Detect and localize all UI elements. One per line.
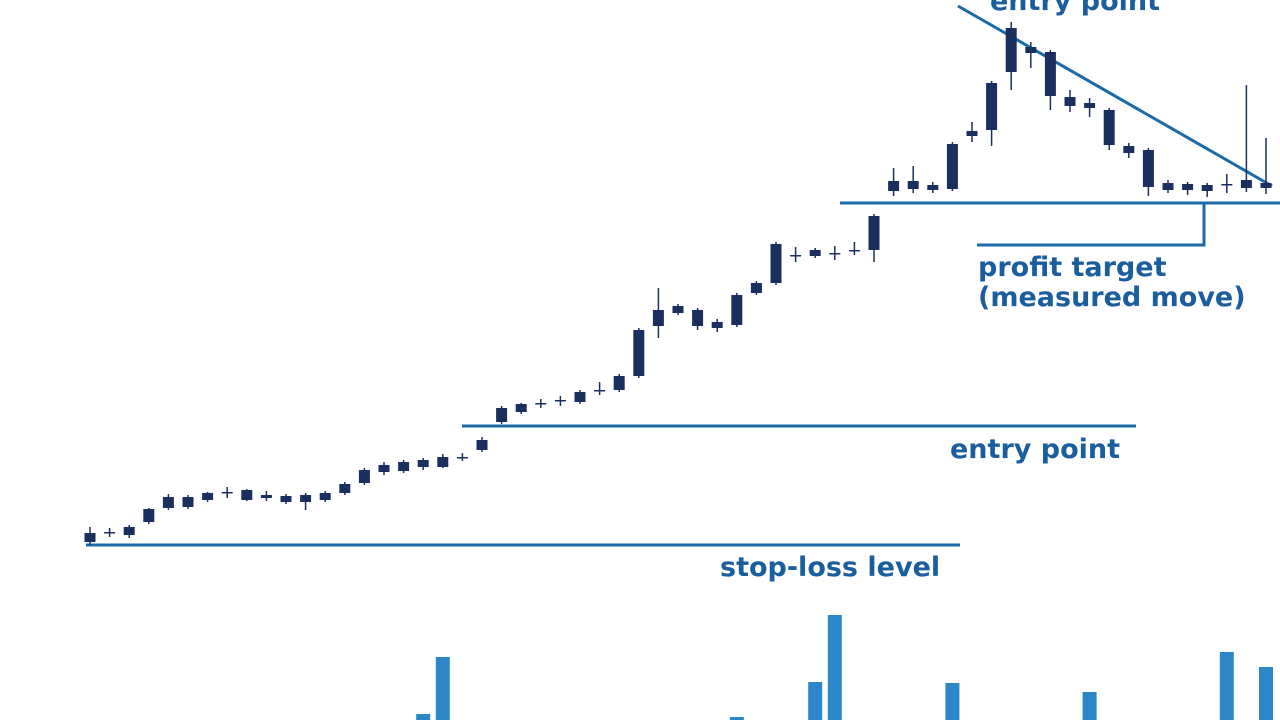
candle-body <box>907 181 919 189</box>
volume-bar <box>945 683 960 720</box>
candle-body <box>770 244 782 283</box>
candle-body <box>378 465 390 472</box>
candle-body <box>162 497 174 508</box>
candle-body <box>790 255 802 257</box>
candle-body <box>1240 180 1252 188</box>
level-label: entry point <box>950 434 1120 465</box>
candle-body <box>888 181 900 191</box>
candle-body <box>1103 110 1115 145</box>
candle-body <box>966 131 978 136</box>
candle-body <box>652 310 664 326</box>
candle-body <box>1084 103 1096 108</box>
volume-bar <box>827 615 842 720</box>
candle-body <box>1005 28 1017 72</box>
candle-body <box>241 490 253 500</box>
candle-body <box>358 470 370 483</box>
annotation: profit target <box>978 252 1167 283</box>
candle-body <box>84 533 96 542</box>
candle-body <box>692 310 704 326</box>
candle-body <box>574 392 586 402</box>
candle-body <box>613 376 625 390</box>
candle-body <box>1025 47 1037 53</box>
candle-body <box>1260 183 1272 188</box>
candle-body <box>143 509 155 522</box>
candle-body <box>1142 150 1154 187</box>
candle-body <box>221 492 233 494</box>
candle-body <box>104 532 116 534</box>
volume-bar <box>1259 667 1273 720</box>
candle-body <box>496 408 508 422</box>
trend-line <box>957 4 1273 188</box>
candle-body <box>1123 146 1135 153</box>
annotation: (measured move) <box>978 282 1246 313</box>
candle-body <box>1201 185 1213 191</box>
candle-body <box>437 457 449 467</box>
candle-body <box>515 404 527 412</box>
candle-body <box>711 322 723 328</box>
candle-body <box>1162 183 1174 190</box>
candle-body <box>868 216 880 250</box>
candle-body <box>594 390 606 392</box>
volume-bar <box>1219 652 1234 720</box>
candle-body <box>280 496 292 502</box>
candle-body <box>554 400 566 402</box>
candle-body <box>123 527 135 535</box>
profit-target-bracket <box>977 203 1206 247</box>
volume-bar <box>1082 692 1097 720</box>
candle-body <box>339 484 351 493</box>
candle-body <box>672 306 684 313</box>
candle-body <box>260 495 272 498</box>
candle-body <box>829 253 841 255</box>
candle-body <box>476 440 488 450</box>
level-label: entry point <box>990 0 1160 17</box>
volume-bar <box>416 714 431 720</box>
candle-body <box>202 493 214 500</box>
candle-body <box>946 144 958 189</box>
level-label: stop-loss level <box>720 552 940 583</box>
candle-body <box>535 403 547 405</box>
candle-body <box>1064 97 1076 106</box>
candle-body <box>1044 52 1056 96</box>
candle-body <box>319 493 331 500</box>
candle-body <box>1221 184 1233 186</box>
candle-body <box>1182 184 1194 190</box>
volume-bar <box>729 717 744 720</box>
candle-body <box>182 497 194 507</box>
candle-body <box>417 460 429 467</box>
volume-bar <box>435 657 450 720</box>
candle-body <box>398 462 410 471</box>
candle-body <box>927 185 939 190</box>
volume-bar <box>808 682 823 720</box>
candle-body <box>750 283 762 293</box>
candle-body <box>300 495 312 502</box>
candle-body <box>633 330 645 376</box>
candle-body <box>809 250 821 256</box>
candle-body <box>986 83 998 130</box>
candle-body <box>456 457 468 459</box>
candle-body <box>731 295 743 325</box>
candle-body <box>848 250 860 252</box>
